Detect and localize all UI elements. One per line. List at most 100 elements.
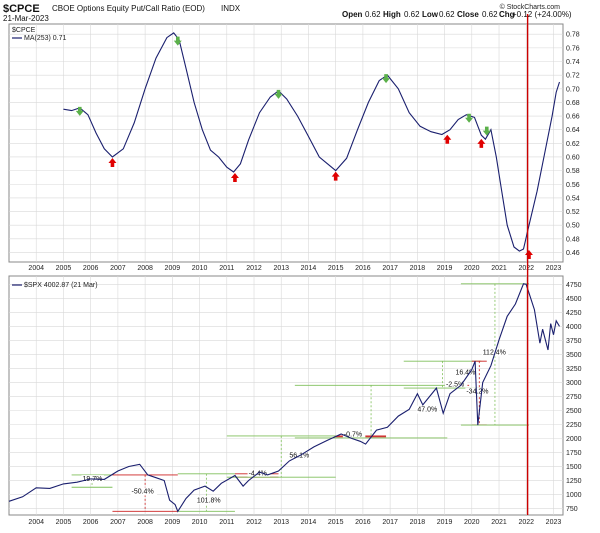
bot-ytick-label: 3500 xyxy=(566,352,582,359)
top-ytick-label: 0.46 xyxy=(566,250,580,257)
chg-value: +0.12 (+24.00%) xyxy=(512,10,572,19)
top-xtick-label: 2011 xyxy=(219,265,234,272)
close-value: 0.62 xyxy=(482,10,498,19)
top-ytick-label: 0.58 xyxy=(566,168,580,175)
bot-ytick-label: 750 xyxy=(566,506,578,513)
top-ytick-label: 0.56 xyxy=(566,182,580,189)
symbol-title: $CPCE xyxy=(3,3,40,15)
bot-xtick-label: 2006 xyxy=(83,519,99,526)
top-xtick-label: 2017 xyxy=(382,265,398,272)
top-xtick-label: 2016 xyxy=(355,265,371,272)
top-ytick-label: 0.54 xyxy=(566,195,580,202)
top-y-axis: 0.46 0.48 0.50 0.52 0.54 0.56 0.58 0.60 0.62 0.64… xyxy=(566,32,580,257)
bot-xtick-label: 2013 xyxy=(273,519,289,526)
bot-ytick-label: 3750 xyxy=(566,338,582,345)
buy-signal-arrow xyxy=(443,134,452,144)
bot-xtick-label: 2010 xyxy=(192,519,208,526)
top-legend-title: $CPCE xyxy=(12,27,36,34)
bot-xtick-label: 2017 xyxy=(382,519,398,526)
top-xtick-label: 2005 xyxy=(56,265,72,272)
top-xtick-label: 2021 xyxy=(491,265,507,272)
top-ytick-label: 0.72 xyxy=(566,73,580,80)
open-value: 0.62 xyxy=(365,10,381,19)
sell-signal-arrow xyxy=(482,126,491,136)
top-legend: $CPCE MA(253) 0.71 xyxy=(12,27,67,42)
bot-xtick-label: 2008 xyxy=(137,519,153,526)
annotation-label-bg xyxy=(130,487,158,496)
annotation-label-bg xyxy=(465,387,492,396)
bot-ytick-label: 4500 xyxy=(566,296,582,303)
bot-ytick-label: 2250 xyxy=(566,422,582,429)
buy-signal-arrow xyxy=(477,138,486,148)
sell-signal-arrow xyxy=(274,89,283,99)
bot-ytick-label: 2000 xyxy=(566,436,582,443)
chart-header: $CPCE CBOE Options Equity Put/Call Ratio… xyxy=(3,3,572,23)
sell-signal-arrow xyxy=(465,113,474,123)
top-ytick-label: 0.74 xyxy=(566,59,580,66)
top-xtick-label: 2019 xyxy=(437,265,453,272)
top-panel: 0.46 0.48 0.50 0.52 0.54 0.56 0.58 0.60 0.62 0.64… xyxy=(8,23,580,272)
top-xtick-label: 2006 xyxy=(83,265,99,272)
signal-arrows xyxy=(75,36,533,260)
high-value: 0.62 xyxy=(404,10,420,19)
top-xtick-label: 2014 xyxy=(301,265,317,272)
sell-signal-arrow xyxy=(75,106,84,116)
top-xtick-label: 2008 xyxy=(137,265,153,272)
bot-xtick-label: 2019 xyxy=(437,519,453,526)
top-ytick-label: 0.76 xyxy=(566,45,580,52)
symbol-exchange: INDX xyxy=(221,4,241,13)
top-ytick-label: 0.62 xyxy=(566,141,580,148)
chart-date: 21-Mar-2023 xyxy=(3,14,49,23)
annotation-label: -50.4% xyxy=(132,488,154,495)
watermark: © StockCharts.com xyxy=(500,3,561,11)
annotation-label: -0.7% xyxy=(344,431,362,438)
annotation-label-bg xyxy=(195,496,223,505)
top-xtick-label: 2022 xyxy=(518,265,534,272)
top-ytick-label: 0.68 xyxy=(566,100,580,107)
bot-xtick-label: 2021 xyxy=(491,519,507,526)
bot-xtick-label: 2012 xyxy=(246,519,262,526)
bot-ytick-label: 2500 xyxy=(566,408,582,415)
annotation-label: 112.4% xyxy=(483,349,506,356)
bot-xtick-label: 2023 xyxy=(546,519,562,526)
bot-xtick-label: 2016 xyxy=(355,519,371,526)
top-xtick-label: 2012 xyxy=(246,265,262,272)
bot-ytick-label: 1000 xyxy=(566,492,582,499)
low-value: 0.62 xyxy=(439,10,455,19)
annotation-label-bg xyxy=(444,380,468,389)
bottom-panel: 750 1000 1250 1500 1750 2000 2250 2500 2750 3000 3… xyxy=(8,275,582,526)
bot-xtick-label: 2011 xyxy=(219,519,234,526)
top-x-axis: 2004 2005 2006 2007 2008 2009 2010 2011 2012 2013… xyxy=(28,265,561,272)
annotation-label: 16.4% xyxy=(455,370,475,377)
close-label: Close xyxy=(457,10,479,19)
bot-ytick-label: 1250 xyxy=(566,478,582,485)
annotation-label: 19.7% xyxy=(83,476,103,483)
top-ytick-label: 0.52 xyxy=(566,209,580,216)
cpce-ma-line xyxy=(63,32,561,252)
top-ytick-label: 0.64 xyxy=(566,127,580,134)
top-xtick-label: 2018 xyxy=(410,265,426,272)
annotation-label: 47.0% xyxy=(417,407,437,414)
buy-signal-arrow xyxy=(524,250,533,260)
top-xtick-label: 2020 xyxy=(464,265,480,272)
top-ytick-label: 0.66 xyxy=(566,114,580,121)
buy-signal-arrow xyxy=(331,171,340,181)
top-panel-grid xyxy=(9,24,563,262)
annotation-label-bg xyxy=(342,430,366,439)
buy-signal-arrow xyxy=(230,172,239,182)
bottom-y-axis: 750 1000 1250 1500 1750 2000 2250 2500 2750 3000 3… xyxy=(566,282,582,513)
top-ytick-label: 0.70 xyxy=(566,86,580,93)
bot-xtick-label: 2015 xyxy=(328,519,344,526)
low-label: Low xyxy=(422,10,439,19)
bot-ytick-label: 1500 xyxy=(566,464,582,471)
bot-xtick-label: 2022 xyxy=(518,519,534,526)
bot-xtick-label: 2007 xyxy=(110,519,126,526)
annotation-label-bg xyxy=(416,405,439,414)
annotation-label: 101.8% xyxy=(197,497,221,504)
bottom-legend: $SPX 4002.87 (21 Mar) xyxy=(12,282,98,289)
annotation-label: -2.5% xyxy=(446,382,464,389)
top-xtick-label: 2009 xyxy=(165,265,181,272)
top-xtick-label: 2023 xyxy=(546,265,562,272)
